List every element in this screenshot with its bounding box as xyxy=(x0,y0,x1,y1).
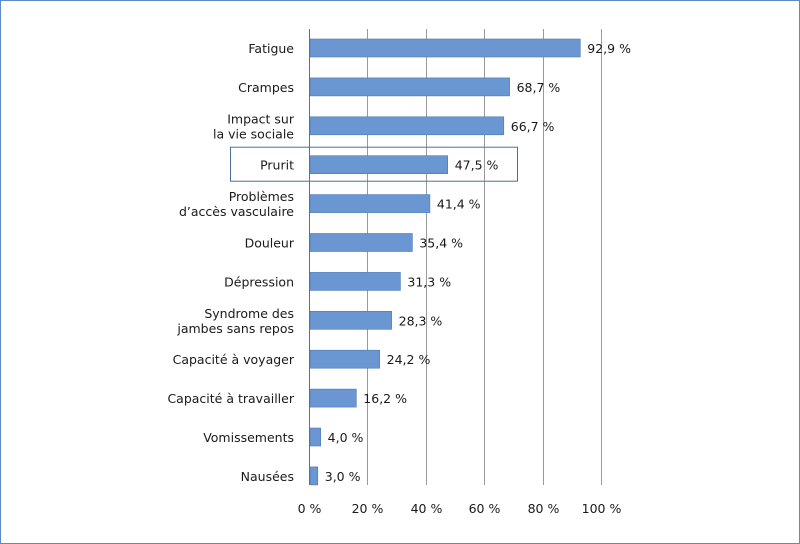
value-label: 3,0 % xyxy=(325,469,361,484)
x-tick-label: 80 % xyxy=(528,501,560,516)
value-label: 16,2 % xyxy=(363,391,407,406)
category-label: Capacité à voyager xyxy=(173,352,295,367)
bar xyxy=(309,466,319,486)
category-label: Douleur xyxy=(245,236,295,251)
value-labels: 92,9 % 68,7 % 66,7 % 47,5 % 41,4 % 35,4 % 31,3… xyxy=(325,41,631,484)
bar xyxy=(309,233,413,252)
bar xyxy=(309,349,380,369)
value-label: 68,7 % xyxy=(517,80,561,95)
value-label: 31,3 % xyxy=(407,274,451,289)
x-tick-label: 100 % xyxy=(582,501,622,516)
x-tick-label: 0 % xyxy=(298,501,322,516)
category-label: Problèmes d’accès vasculaire xyxy=(179,189,294,219)
bar xyxy=(309,38,581,58)
category-labels: Fatigue Crampes Impact sur la vie sociale Pr… xyxy=(167,41,294,484)
category-label: Vomissements xyxy=(203,430,294,445)
bar xyxy=(309,194,431,213)
category-label: Syndrome des jambes sans repos xyxy=(176,306,294,336)
value-label: 92,9 % xyxy=(587,41,631,56)
value-label: 47,5 % xyxy=(455,158,499,173)
category-label: Capacité à travailler xyxy=(167,391,294,406)
bar xyxy=(309,272,401,291)
value-label: 41,4 % xyxy=(437,197,481,212)
value-label: 28,3 % xyxy=(399,313,443,328)
bars xyxy=(309,38,581,486)
category-label: Dépression xyxy=(224,274,294,289)
value-label: 24,2 % xyxy=(387,352,431,367)
bar xyxy=(309,388,357,408)
value-label: 4,0 % xyxy=(328,430,364,445)
highlight-layer xyxy=(230,146,518,182)
category-label: Crampes xyxy=(238,80,294,95)
category-label: Prurit xyxy=(260,158,294,173)
grid-lines xyxy=(367,29,602,485)
bar xyxy=(309,427,321,447)
x-tick-label: 60 % xyxy=(469,501,501,516)
x-tick-label: 20 % xyxy=(352,501,384,516)
x-tick-label: 40 % xyxy=(411,501,443,516)
bar xyxy=(309,310,392,330)
x-tick-labels: 0 % 20 % 40 % 60 % 80 % 100 % xyxy=(298,501,622,516)
value-label: 35,4 % xyxy=(419,236,463,251)
bar xyxy=(309,155,448,174)
category-label: Fatigue xyxy=(248,41,294,56)
category-label: Nausées xyxy=(241,469,294,484)
value-label: 66,7 % xyxy=(511,119,555,134)
bar xyxy=(309,77,510,97)
bar xyxy=(309,116,505,136)
highlight-box xyxy=(230,146,518,182)
category-label: Impact sur la vie sociale xyxy=(213,111,295,141)
